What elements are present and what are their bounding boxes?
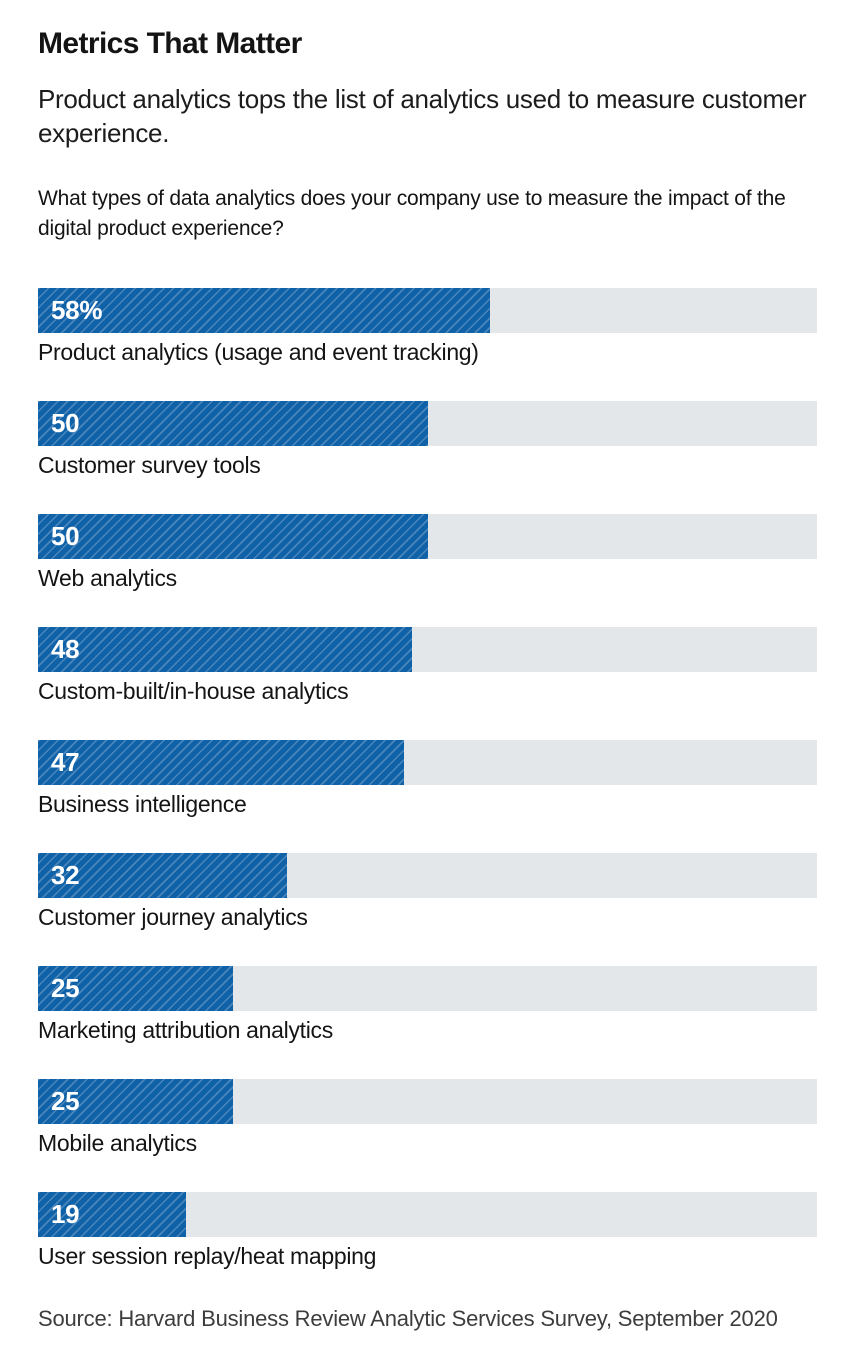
bar-track: 50 — [38, 401, 817, 446]
bar-fill: 25 — [38, 1079, 233, 1124]
bar-category-label: Product analytics (usage and event track… — [38, 339, 479, 365]
bar-track: 19 — [38, 1192, 817, 1237]
bar-category-label: User session replay/heat mapping — [38, 1243, 377, 1269]
bar-value-label: 25 — [51, 973, 80, 1003]
bar-category-label: Business intelligence — [38, 791, 247, 817]
bar-group: 48 Custom-built/in-house analytics — [38, 627, 817, 705]
source-note: Source: Harvard Business Review Analytic… — [38, 1306, 778, 1331]
bar-value-label: 47 — [51, 747, 80, 777]
bar-fill: 25 — [38, 966, 233, 1011]
bar-group: 32 Customer journey analytics — [38, 853, 817, 931]
bar-category-label: Web analytics — [38, 565, 177, 591]
bar-group: 25 Marketing attribution analytics — [38, 966, 817, 1044]
bar-category-label: Custom-built/in-house analytics — [38, 678, 349, 704]
bar-value-label: 25 — [51, 1086, 80, 1116]
chart-subtitle: Product analytics tops the list of analy… — [38, 84, 807, 148]
bar-value-label: 50 — [51, 521, 80, 551]
bar-value-label: 50 — [51, 408, 80, 438]
bar-fill: 50 — [38, 514, 428, 559]
bar-group: 19 User session replay/heat mapping — [38, 1192, 817, 1270]
bar-fill: 32 — [38, 853, 288, 898]
bar-fill: 58% — [38, 288, 490, 333]
bar-value-label: 58% — [51, 295, 103, 325]
bar-value-label: 48 — [51, 634, 80, 664]
bar-category-label: Mobile analytics — [38, 1130, 197, 1156]
bar-group: 25 Mobile analytics — [38, 1079, 817, 1157]
bar-value-label: 32 — [51, 860, 80, 890]
bar-group: 47 Business intelligence — [38, 740, 817, 818]
bar-group: 50 Customer survey tools — [38, 401, 817, 479]
bar-track: 32 — [38, 853, 817, 898]
bar-group: 50 Web analytics — [38, 514, 817, 592]
bar-category-label: Customer survey tools — [38, 452, 261, 478]
bar-fill: 19 — [38, 1192, 186, 1237]
bar-track: 47 — [38, 740, 817, 785]
bar-track: 48 — [38, 627, 817, 672]
bar-value-label: 19 — [51, 1199, 80, 1229]
bar-track: 58% — [38, 288, 817, 333]
bar-fill: 48 — [38, 627, 412, 672]
bar-track: 50 — [38, 514, 817, 559]
bar-track: 25 — [38, 1079, 817, 1124]
bar-chart: 58% Product analytics (usage and event t… — [38, 288, 817, 1270]
chart-title: Metrics That Matter — [38, 27, 302, 60]
bar-fill: 50 — [38, 401, 428, 446]
bar-track: 25 — [38, 966, 817, 1011]
bar-group: 58% Product analytics (usage and event t… — [38, 288, 817, 366]
bar-category-label: Customer journey analytics — [38, 904, 308, 930]
bar-fill: 47 — [38, 740, 405, 785]
survey-question: What types of data analytics does your c… — [38, 187, 786, 240]
bar-category-label: Marketing attribution analytics — [38, 1017, 333, 1043]
